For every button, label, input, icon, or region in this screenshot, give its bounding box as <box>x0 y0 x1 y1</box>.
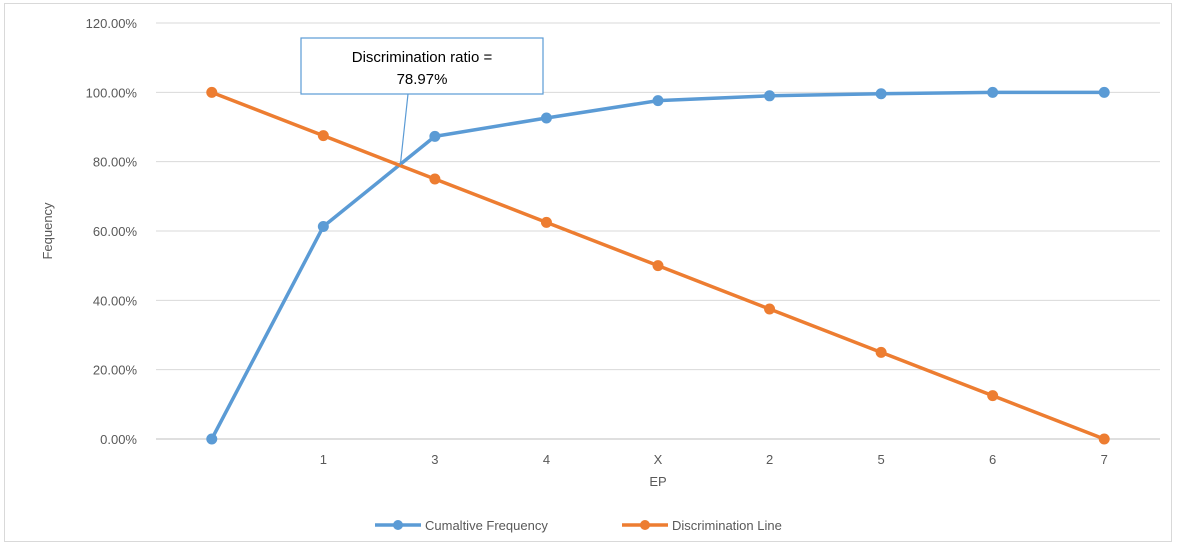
y-axis-title: Fequency <box>40 202 55 260</box>
y-tick-label: 120.00% <box>86 16 138 31</box>
x-tick-label: 4 <box>543 452 550 467</box>
annotation-callout: Discrimination ratio = 78.97% <box>300 37 544 166</box>
legend-marker-1 <box>393 520 403 530</box>
callout-text-line2: 78.97% <box>397 71 448 88</box>
data-point-series-1 <box>540 112 552 124</box>
legend: Cumaltive Frequency Discrimination Line <box>375 518 782 533</box>
data-point-series-2 <box>987 390 999 402</box>
callout-leader-line <box>399 93 409 166</box>
legend-label-2: Discrimination Line <box>672 518 782 533</box>
data-point-series-2 <box>764 303 776 315</box>
data-point-series-1 <box>1098 86 1110 98</box>
data-point-series-2 <box>875 346 887 358</box>
x-tick-label: 2 <box>766 452 773 467</box>
data-point-series-1 <box>429 130 441 142</box>
x-tick-label: 3 <box>431 452 438 467</box>
x-tick-label: 6 <box>989 452 996 467</box>
y-tick-label: 40.00% <box>93 293 138 308</box>
x-tick-label: 5 <box>877 452 884 467</box>
callout-box <box>300 37 544 95</box>
x-axis-ticks: 1 3 4 X 2 5 6 7 <box>320 452 1108 467</box>
data-point-series-1 <box>875 88 887 100</box>
data-point-series-2 <box>206 86 218 98</box>
series-group <box>206 86 1110 445</box>
data-point-series-2 <box>1098 433 1110 445</box>
data-point-series-1 <box>764 90 776 102</box>
x-tick-label: 7 <box>1101 452 1108 467</box>
y-tick-label: 80.00% <box>93 155 138 170</box>
x-tick-label: 1 <box>320 452 327 467</box>
data-point-series-2 <box>429 173 441 185</box>
data-point-series-2 <box>652 260 664 272</box>
y-tick-label: 60.00% <box>93 224 138 239</box>
y-tick-label: 0.00% <box>100 432 137 447</box>
data-point-series-1 <box>987 86 999 98</box>
data-point-series-1 <box>206 433 218 445</box>
data-point-series-2 <box>540 216 552 228</box>
callout-text-line1: Discrimination ratio = <box>352 49 493 66</box>
x-axis-title: EP <box>649 474 666 489</box>
data-point-series-1 <box>317 220 329 232</box>
data-point-series-2 <box>317 130 329 142</box>
legend-label-1: Cumaltive Frequency <box>425 518 548 533</box>
x-tick-label: X <box>654 452 663 467</box>
y-tick-label: 20.00% <box>93 363 138 378</box>
data-point-series-1 <box>652 95 664 107</box>
y-tick-label: 100.00% <box>86 85 138 100</box>
y-axis-ticks: 0.00% 20.00% 40.00% 60.00% 80.00% 100.00% 120.… <box>86 16 138 447</box>
legend-marker-2 <box>640 520 650 530</box>
